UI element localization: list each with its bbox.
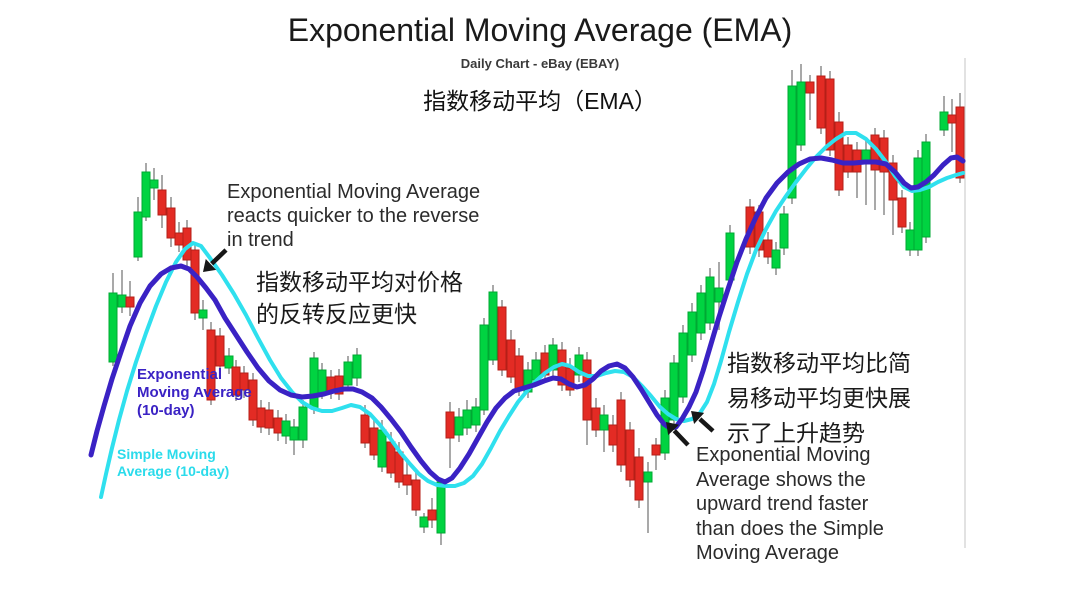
ema-line-label-line2: Moving Average (137, 384, 252, 401)
annotation-right-zh: 指数移动平均比简 易移动平均更快展 示了上升趋势 (727, 346, 911, 451)
chart-subtitle: Daily Chart - eBay (EBAY) (460, 56, 620, 71)
annotation-left-en: Exponential Moving Average reacts quicke… (227, 180, 480, 252)
sma-line-label-line2: Average (10-day) (117, 463, 230, 479)
page-title: Exponential Moving Average (EMA) (287, 12, 793, 48)
annotation-right-en-line3: upward trend faster (696, 493, 869, 515)
annotation-left-zh: 指数移动平均对价格 的反转反应更快 (256, 266, 463, 330)
annotation-right-en-line1: Exponential Moving (696, 444, 871, 466)
annotation-left-zh-line2: 的反转反应更快 (256, 301, 417, 327)
sma-line-label-line1: Simple Moving (117, 446, 216, 462)
ema-line-label: Exponential Moving Average (10-day) (137, 366, 252, 420)
annotation-right-en: Exponential Moving Average shows the upw… (696, 443, 884, 566)
annotation-right-zh-line3: 示了上升趋势 (727, 420, 865, 446)
annotation-right-en-line4: than does the Simple (696, 517, 884, 540)
chart-subtitle-zh: 指数移动平均（EMA） (423, 88, 657, 114)
annotation-right-zh-line1: 指数移动平均比简 (727, 350, 911, 376)
sma-line-label: Simple Moving Average (10-day) (117, 446, 229, 480)
annotation-left-zh-line1: 指数移动平均对价格 (256, 269, 463, 295)
annotation-right-zh-line2: 易移动平均更快展 (727, 385, 911, 411)
ema-line-label-line1: Exponential (137, 366, 223, 383)
ema-line-label-line3: (10-day) (137, 402, 195, 419)
annotation-left-en-line1: Exponential Moving Average (227, 181, 481, 203)
annotation-right-en-line5: Moving Average (696, 542, 840, 564)
annotation-right-en-line2: Average shows the (696, 468, 866, 491)
annotation-left-en-line2: reacts quicker to the reverse (227, 205, 480, 227)
annotation-left-en-line3: in trend (227, 229, 294, 251)
